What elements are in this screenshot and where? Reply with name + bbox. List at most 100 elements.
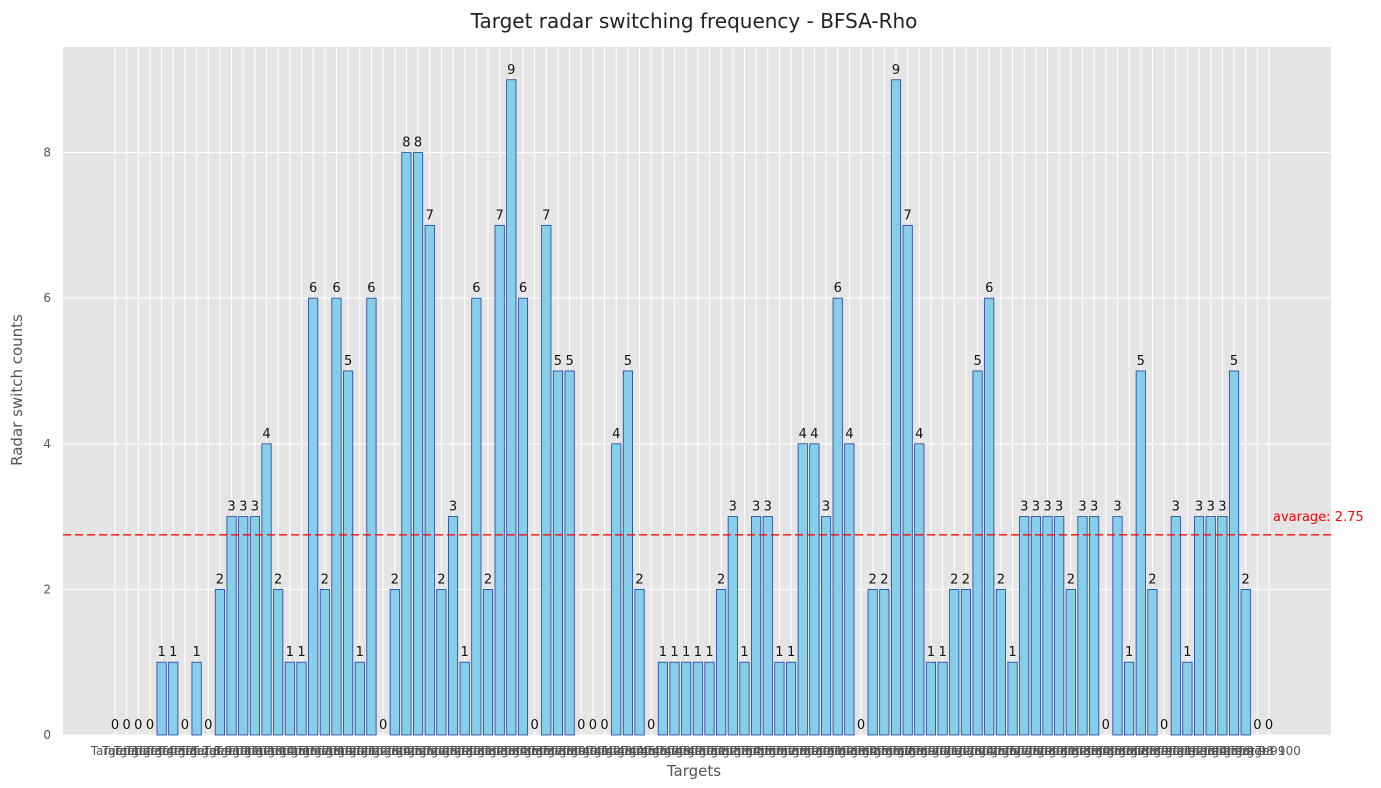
bar-value-label-95: 3 xyxy=(1207,500,1215,515)
bar-84 xyxy=(1077,516,1088,736)
x-tick-label-30: Target 30 xyxy=(424,744,481,758)
bar-97 xyxy=(1228,370,1240,736)
y-tick-label-0: 0 xyxy=(43,728,51,742)
bar-value-label-58: 1 xyxy=(775,645,783,660)
bars xyxy=(156,79,1251,736)
y-tick-labels: 0 2 4 6 8 xyxy=(43,146,51,742)
x-tick-label-78: Target 78 xyxy=(983,744,1040,758)
bar-value-label-42: 0 xyxy=(589,718,597,733)
bar-36 xyxy=(517,297,529,736)
bar-value-label-49: 1 xyxy=(670,645,678,660)
bar-39 xyxy=(552,370,564,736)
bar-18 xyxy=(308,297,319,736)
x-tick-label-88: Target 88 xyxy=(1100,744,1157,758)
x-tick-label-53: Target 53 xyxy=(692,744,749,758)
x-tick-label-34: Target 34 xyxy=(471,744,528,758)
x-tick-label-43: Target 43 xyxy=(575,744,632,758)
x-tick-label-7: Target 7 xyxy=(160,744,210,758)
bar-value-label-96: 3 xyxy=(1218,500,1226,515)
bar-value-label-36: 6 xyxy=(519,281,527,296)
x-tick-label-31: Target 31 xyxy=(436,744,493,758)
bar-value-label-69: 7 xyxy=(904,208,912,223)
bar-69 xyxy=(902,224,913,736)
bar-value-label-10: 2 xyxy=(216,572,224,587)
bar-value-label-93: 1 xyxy=(1183,645,1191,660)
bar-value-label-89: 5 xyxy=(1137,354,1145,369)
bar-46 xyxy=(634,588,645,736)
bar-value-label-5: 1 xyxy=(157,645,165,660)
bar-value-label-97: 5 xyxy=(1230,354,1238,369)
bar-22 xyxy=(354,661,365,736)
x-tick-label-9: Target 9 xyxy=(183,744,233,758)
x-tick-label-85: Target 85 xyxy=(1065,744,1122,758)
bar-value-label-35: 9 xyxy=(507,63,515,78)
x-tick-label-28: Target 28 xyxy=(401,744,458,758)
bar-value-label-16: 1 xyxy=(286,645,294,660)
bar-value-label-75: 5 xyxy=(973,354,981,369)
x-tick-label-40: Target 40 xyxy=(540,744,597,758)
bar-value-label-4: 0 xyxy=(146,718,154,733)
bar-value-label-29: 2 xyxy=(437,572,445,587)
bar-57 xyxy=(762,516,773,736)
x-tick-label-3: Target 3 xyxy=(113,744,163,758)
x-tick-label-93: Target 93 xyxy=(1158,744,1215,758)
bar-75 xyxy=(972,370,983,736)
bar-31 xyxy=(459,661,470,736)
x-tick-label-33: Target 33 xyxy=(459,744,516,758)
x-tick-label-38: Target 38 xyxy=(517,744,574,758)
x-tick-label-55: Target 55 xyxy=(715,744,772,758)
x-tick-label-45: Target 45 xyxy=(599,744,656,758)
bar-value-label-80: 3 xyxy=(1032,500,1040,515)
bar-value-label-20: 6 xyxy=(332,281,340,296)
bar-value-label-45: 5 xyxy=(624,354,632,369)
bar-value-label-62: 3 xyxy=(822,500,830,515)
bar-63 xyxy=(832,297,843,736)
bar-32 xyxy=(471,297,482,736)
x-tick-label-81: Target 81 xyxy=(1018,744,1075,758)
x-tick-label-41: Target 41 xyxy=(552,744,609,758)
bar-value-label-3: 0 xyxy=(134,718,142,733)
x-tick-label-70: Target 70 xyxy=(890,744,947,758)
bar-value-label-43: 0 xyxy=(600,718,608,733)
x-tick-label-79: Target 79 xyxy=(995,744,1052,758)
bar-29 xyxy=(436,588,447,736)
x-tick-label-36: Target 36 xyxy=(494,744,551,758)
x-tick-label-98: Target 98 xyxy=(1217,744,1274,758)
chart-title: Target radar switching frequency - BFSA-… xyxy=(470,9,918,33)
bar-value-label-59: 1 xyxy=(787,645,795,660)
x-tick-label-4: Target 4 xyxy=(125,744,175,758)
bar-value-label-65: 0 xyxy=(857,718,865,733)
x-tick-label-12: Target 12 xyxy=(214,744,271,758)
x-tick-label-24: Target 24 xyxy=(354,744,411,758)
bar-58 xyxy=(774,661,785,736)
x-tick-label-67: Target 67 xyxy=(855,744,912,758)
bar-value-label-81: 3 xyxy=(1043,500,1051,515)
bar-82 xyxy=(1054,516,1065,736)
bar-value-label-63: 6 xyxy=(834,281,842,296)
bar-value-label-67: 2 xyxy=(880,572,888,587)
x-tick-label-42: Target 42 xyxy=(564,744,621,758)
x-tick-label-16: Target 16 xyxy=(261,744,318,758)
bar-value-label-14: 4 xyxy=(262,427,270,442)
x-tick-label-66: Target 66 xyxy=(844,744,901,758)
x-tick-label-58: Target 58 xyxy=(750,744,807,758)
bar-78 xyxy=(1007,661,1018,736)
x-tick-label-92: Target 92 xyxy=(1147,744,1204,758)
x-tick-label-1: Target 1 xyxy=(90,744,140,758)
x-tick-label-63: Target 63 xyxy=(809,744,866,758)
x-tick-label-64: Target 64 xyxy=(820,744,877,758)
x-tick-label-21: Target 21 xyxy=(319,744,376,758)
bar-value-label-6: 1 xyxy=(169,645,177,660)
bar-value-label-71: 1 xyxy=(927,645,935,660)
bar-27 xyxy=(413,152,424,736)
bar-value-label-47: 0 xyxy=(647,718,655,733)
x-tick-label-48: Target 48 xyxy=(634,744,691,758)
x-tick-label-6: Target 6 xyxy=(148,744,198,758)
x-axis-label: Targets xyxy=(666,762,721,780)
bar-33 xyxy=(482,588,494,736)
bar-value-label-53: 2 xyxy=(717,572,725,587)
bar-value-label-51: 1 xyxy=(694,645,702,660)
bar-value-label-1: 0 xyxy=(111,718,119,733)
bar-71 xyxy=(925,661,937,736)
bar-value-label-68: 9 xyxy=(892,63,900,78)
